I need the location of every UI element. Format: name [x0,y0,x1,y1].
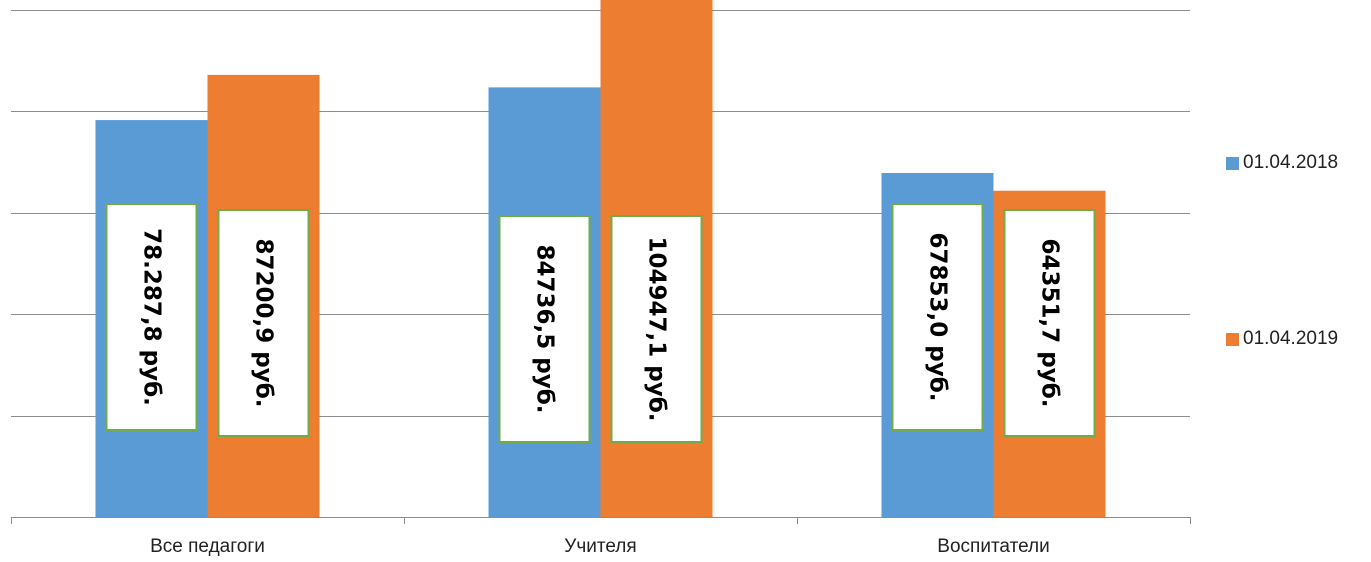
data-label-box [105,203,198,431]
legend-swatch-2018 [1226,156,1239,170]
data-label-box [217,209,310,437]
data-label: 87200,9 руб. [251,238,277,407]
legend-item-2018: 01.04.2018 [1226,152,1338,174]
data-label: 104947,1 руб. [644,236,670,421]
legend: 01.04.2018 01.04.2019 [1226,0,1371,562]
category-label: Воспитатели [937,536,1049,557]
data-label-box [498,215,591,443]
legend-swatch-2019 [1226,332,1239,346]
category-label: Все педагоги [150,536,265,557]
data-label-box [610,215,703,443]
data-label: 64351,7 руб. [1037,238,1063,407]
legend-item-2019: 01.04.2019 [1226,328,1338,350]
data-labels: 78.287,8 руб. 87200,9 руб. 84736,5 руб. 104… [105,203,1096,443]
legend-label-2019: 01.04.2019 [1243,328,1339,349]
legend-label-2018: 01.04.2018 [1243,152,1339,173]
category-label: Учителя [564,536,636,557]
bar-chart: Все педагоги Учителя Воспитатели 78.287,8 … [11,0,1191,557]
data-label: 67853,0 руб. [925,232,951,401]
x-axis: Все педагоги Учителя Воспитатели [11,517,1191,557]
data-label-box [891,203,984,431]
data-label: 84736,5 руб. [532,244,558,413]
data-label: 78.287,8 руб. [139,228,165,406]
data-label-box [1003,209,1096,437]
